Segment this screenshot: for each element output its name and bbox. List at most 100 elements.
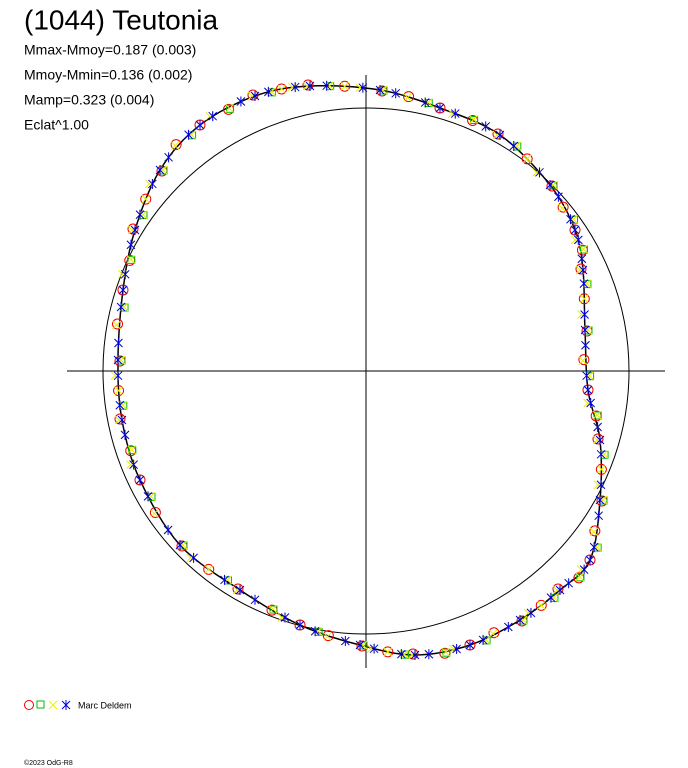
marker-blue [535,167,544,178]
marker-yellow [469,115,478,124]
marker-blue [515,615,525,625]
marker-blue [581,340,590,351]
marker-blue [596,449,606,460]
legend-marker [61,700,71,710]
marker-blue [546,592,556,603]
marker-blue [564,578,574,589]
marker-yellow [592,410,602,420]
stat: Mmoy-Mmin=0.136 (0.002) [24,67,192,83]
marker-yellow [268,604,278,614]
marker-green [269,605,278,614]
marker-red [595,463,607,475]
marker-yellow [322,632,332,641]
marker-blue [355,640,365,650]
marker-blue [554,191,563,202]
marker-blue [236,96,246,107]
marker-red [589,525,601,537]
marker-blue [570,225,580,235]
marker-blue [555,585,565,595]
marker-blue [596,479,606,490]
marker-blue [208,111,218,122]
marker-blue [580,309,589,320]
marker-red [488,627,500,639]
marker-blue [410,650,420,660]
marker-blue [195,120,205,130]
marker-blue [305,81,315,91]
marker-red [276,83,288,95]
marker-blue [189,552,198,563]
marker-yellow [403,93,412,102]
marker-blue [155,165,165,175]
marker-red [557,201,569,213]
reference-circle [102,107,630,635]
marker-blue [118,285,128,295]
marker-yellow [170,141,180,150]
marker-red [592,433,604,445]
marker-green [442,648,451,657]
marker-blue [117,415,127,425]
shape-curve [110,79,609,660]
marker-blue [450,108,460,119]
marker-green [470,116,479,124]
marker-blue [478,634,488,645]
marker-yellow [204,565,214,574]
copyright: ©2023 OdG-R8 [24,759,73,767]
marker-green [579,245,588,254]
marker-blue [322,80,332,91]
marker-blue [424,649,434,660]
marker-blue [503,621,513,632]
marker-blue [375,85,385,95]
marker-blue [115,400,125,411]
marker-blue [573,234,583,245]
marker-red [232,583,244,595]
marker-blue [340,636,350,647]
marker-green [226,104,235,113]
marker-blue [135,475,145,485]
marker-red [113,385,125,397]
marker-red [127,223,139,235]
marker-green [127,255,136,264]
marker-blue [452,644,461,655]
marker-blue [586,397,596,408]
marker-yellow [277,84,286,94]
marker-blue [583,385,593,395]
marker-blue [148,178,157,189]
title: (1044) Teutonia [24,4,219,35]
marker-blue [113,370,123,381]
marker-blue [391,88,401,99]
legend: Marc Deldem [24,700,132,710]
marker-yellow [441,647,451,657]
stat: Eclat^1.00 [24,117,89,133]
marker-blue [593,422,602,433]
marker-blue [163,525,173,536]
marker-blue [120,429,130,440]
marker-blue [589,542,599,553]
marker-yellow [126,255,136,264]
marker-blue [295,620,305,630]
marker-blue [481,121,491,132]
marker-blue [566,214,575,225]
stat: Mmax-Mmoy=0.187 (0.003) [24,42,196,58]
marker-blue [545,180,555,190]
marker-blue [495,130,505,140]
marker-blue [580,325,590,335]
marker-red [535,599,547,611]
marker-green [593,411,602,420]
marker-blue [577,253,587,264]
marker-green [128,446,137,455]
marker-yellow [579,294,589,304]
marker-blue [578,265,588,275]
marker-yellow [383,647,393,657]
marker-blue [358,82,368,93]
marker-red [247,89,259,101]
marker-yellow [597,465,606,474]
marker-yellow [575,572,585,582]
marker-blue [250,91,260,101]
marker-red [575,263,587,275]
marker-blue [129,459,138,470]
marker-blue [397,649,406,660]
marker-blue [184,129,193,140]
marker-blue [113,355,123,365]
marker-blue [420,97,430,108]
